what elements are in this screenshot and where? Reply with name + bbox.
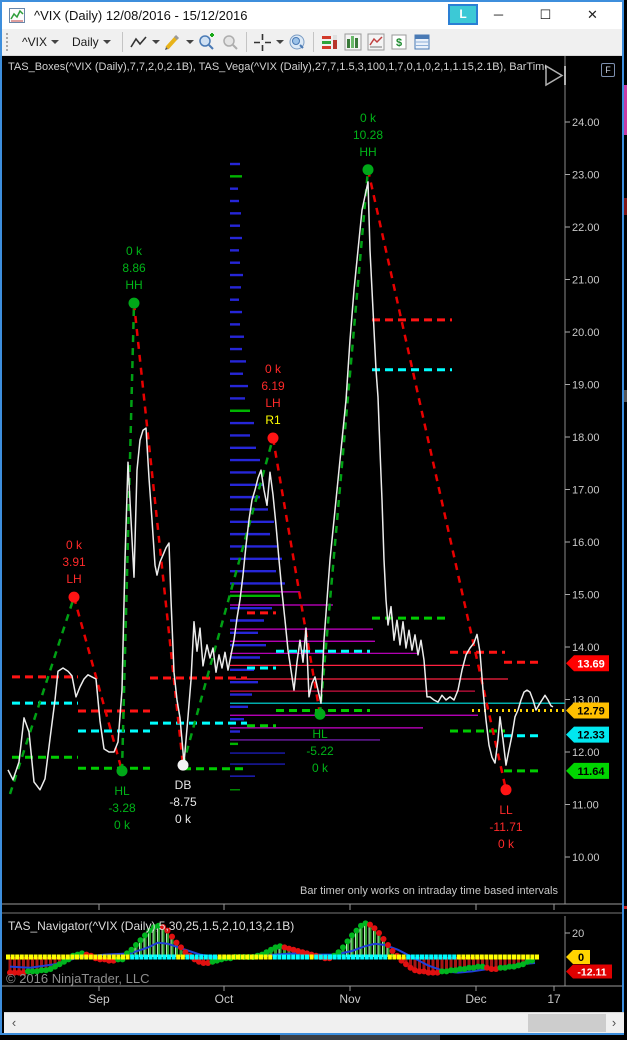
scroll-right-arrow[interactable]: › bbox=[611, 1015, 617, 1030]
instrument-label: ^VIX bbox=[22, 35, 47, 49]
scroll-left-arrow[interactable]: ‹ bbox=[11, 1015, 17, 1030]
zoom-in-icon[interactable] bbox=[197, 32, 217, 52]
app-icon bbox=[9, 8, 25, 23]
chevron-down-icon[interactable] bbox=[185, 40, 194, 44]
toolbar-grip-icon[interactable] bbox=[6, 33, 11, 51]
toolbar: ^VIX Daily $ bbox=[2, 29, 622, 56]
toolbar-separator bbox=[312, 32, 314, 52]
chevron-down-icon bbox=[50, 40, 59, 44]
copyright-watermark: © 2016 NinjaTrader, LLC bbox=[6, 971, 150, 986]
period-selector[interactable]: Daily bbox=[67, 33, 116, 51]
taskbar-fragment bbox=[280, 1035, 440, 1040]
drawing-tools-icon[interactable] bbox=[163, 32, 183, 52]
close-button[interactable]: ✕ bbox=[587, 7, 598, 22]
window-title: ^VIX (Daily) 12/08/2016 - 15/12/2016 bbox=[34, 8, 248, 23]
instrument-selector[interactable]: ^VIX bbox=[17, 33, 64, 51]
toolbar-separator bbox=[245, 32, 247, 52]
chart-style-icon[interactable] bbox=[129, 32, 149, 52]
title-bar: ^VIX (Daily) 12/08/2016 - 15/12/2016 L ─… bbox=[2, 2, 622, 29]
period-label: Daily bbox=[71, 35, 99, 49]
minimize-button[interactable]: ─ bbox=[493, 7, 504, 22]
grid-icon[interactable] bbox=[412, 32, 432, 52]
instrument-link-button[interactable]: L bbox=[448, 4, 478, 25]
chevron-down-icon[interactable] bbox=[151, 40, 160, 44]
zoom-out-icon[interactable] bbox=[220, 32, 240, 52]
chevron-down-icon bbox=[102, 40, 111, 44]
chart-window-icon[interactable] bbox=[343, 32, 363, 52]
crosshair-icon[interactable] bbox=[253, 32, 273, 52]
scrollbar-thumb[interactable] bbox=[528, 1014, 606, 1032]
toolbar-separator bbox=[121, 32, 123, 52]
horizontal-scrollbar[interactable]: ‹ › bbox=[4, 1012, 624, 1033]
chevron-down-icon[interactable] bbox=[275, 40, 284, 44]
background-fragment bbox=[624, 198, 627, 215]
background-fragment bbox=[624, 390, 627, 402]
navigator-indicator-label: TAS_Navigator(^VIX (Daily),5,30,25,1.5,2… bbox=[8, 919, 295, 933]
account-dollar-icon[interactable]: $ bbox=[389, 32, 409, 52]
svg-text:$: $ bbox=[396, 37, 402, 49]
background-fragment bbox=[624, 906, 627, 909]
market-analyzer-icon[interactable] bbox=[320, 32, 340, 52]
data-box-icon[interactable] bbox=[287, 32, 307, 52]
indicator-label: TAS_Boxes(^VIX (Daily),7,7,2,0,2.1B), TA… bbox=[8, 61, 546, 73]
line-chart-icon[interactable] bbox=[366, 32, 386, 52]
fullscreen-button[interactable]: F bbox=[601, 63, 615, 77]
background-fragment bbox=[624, 85, 627, 135]
maximize-button[interactable]: ☐ bbox=[539, 7, 552, 22]
bar-timer-message: Bar timer only works on intraday time ba… bbox=[300, 885, 558, 897]
